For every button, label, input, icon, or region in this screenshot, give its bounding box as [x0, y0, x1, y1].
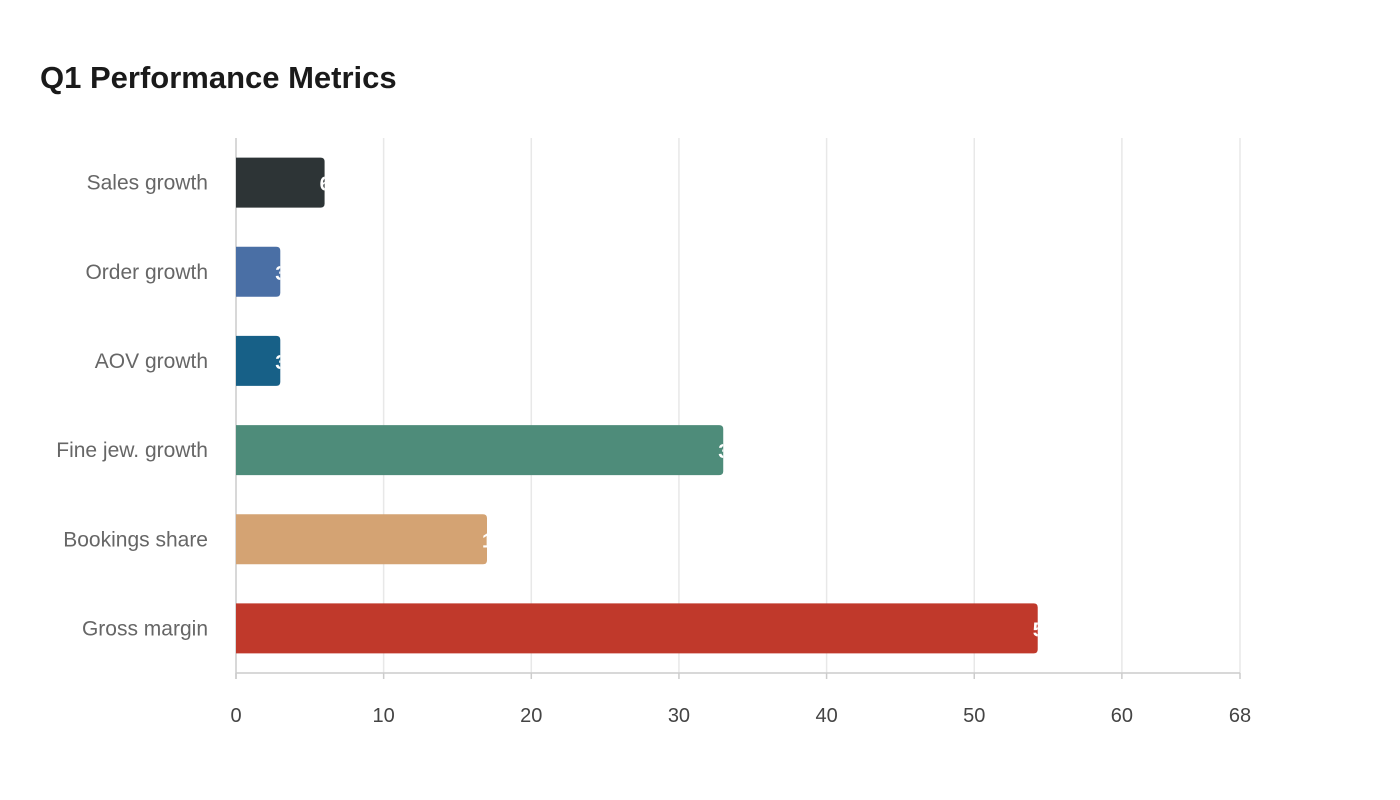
bar-order-growth — [236, 246, 281, 297]
category-label: Gross margin — [82, 617, 208, 640]
data-label: 33 — [718, 441, 740, 463]
grid-lines — [382, 138, 1241, 673]
data-label: 17 — [482, 530, 504, 552]
x-tick-label: 0 — [230, 705, 241, 727]
data-label: 6 — [320, 174, 331, 196]
x-tick-label: 60 — [1111, 705, 1133, 727]
chart-title: Q1 Performance Metrics — [40, 60, 397, 95]
x-tick-label: 40 — [815, 705, 837, 727]
data-label: 3 — [275, 352, 286, 374]
labels: 0 10 20 30 40 50 60 68 Sales growth 6 Order growth… — [56, 172, 1251, 727]
x-tick-label: 30 — [668, 705, 690, 727]
bar-gross-margin — [236, 603, 1038, 654]
category-label: Bookings share — [63, 528, 208, 551]
category-label: AOV growth — [95, 350, 208, 373]
axes — [235, 138, 1241, 679]
x-tick-label: 50 — [963, 705, 985, 727]
x-tick-label: 20 — [520, 705, 542, 727]
bar-bookings-share — [236, 514, 487, 565]
bars — [236, 157, 1038, 654]
data-label: 54 — [1033, 619, 1056, 641]
x-tick-label: 10 — [373, 705, 395, 727]
bar-sales-growth — [236, 157, 325, 208]
x-tick-label: 68 — [1229, 705, 1251, 727]
category-label: Fine jew. growth — [56, 439, 208, 462]
category-label: Sales growth — [87, 172, 208, 195]
bar-aov-growth — [236, 335, 281, 386]
category-label: Order growth — [85, 261, 208, 284]
bar-fine-jew-growth — [236, 425, 724, 476]
data-label: 3 — [275, 263, 286, 285]
